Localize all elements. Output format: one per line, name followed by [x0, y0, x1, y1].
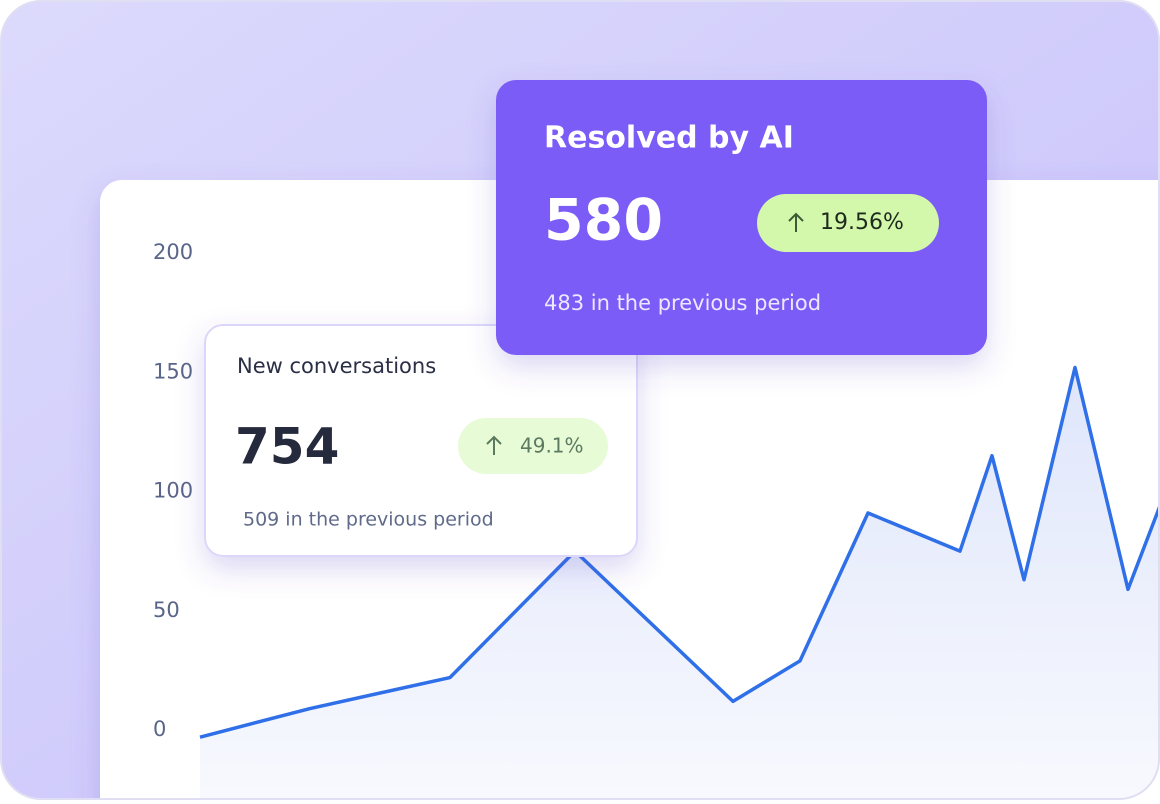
change-badge — [757, 194, 939, 252]
y-tick-label: 150 — [153, 359, 193, 383]
y-tick-label: 200 — [153, 240, 193, 264]
arrow-up — [788, 212, 804, 232]
arrow-up — [486, 435, 502, 455]
line-area — [200, 367, 1159, 799]
previous-text: 509 in the previous period — [243, 509, 494, 531]
change-badge — [458, 418, 608, 474]
card: Resolved by AI 580 19.56% 483 in the pre… — [496, 80, 987, 355]
y-tick-label: 0 — [153, 717, 166, 741]
y-tick-label: 100 — [153, 479, 193, 503]
card-value: 754 — [235, 418, 339, 476]
card-bg — [204, 324, 638, 557]
card-title: Resolved by AI — [544, 121, 794, 156]
line — [199, 365, 1159, 739]
card-title: New conversations — [237, 354, 436, 378]
card: New conversations 754 49.1% 509 in the p… — [204, 324, 638, 557]
change-text: 19.56% — [820, 210, 904, 235]
card-bg — [496, 80, 987, 355]
previous-text: 483 in the previous period — [544, 291, 821, 315]
chart: 0 50 100 150 200 — [153, 240, 1159, 799]
change-text: 49.1% — [520, 434, 584, 458]
card-value: 580 — [544, 188, 663, 254]
y-tick-label: 50 — [153, 598, 180, 622]
